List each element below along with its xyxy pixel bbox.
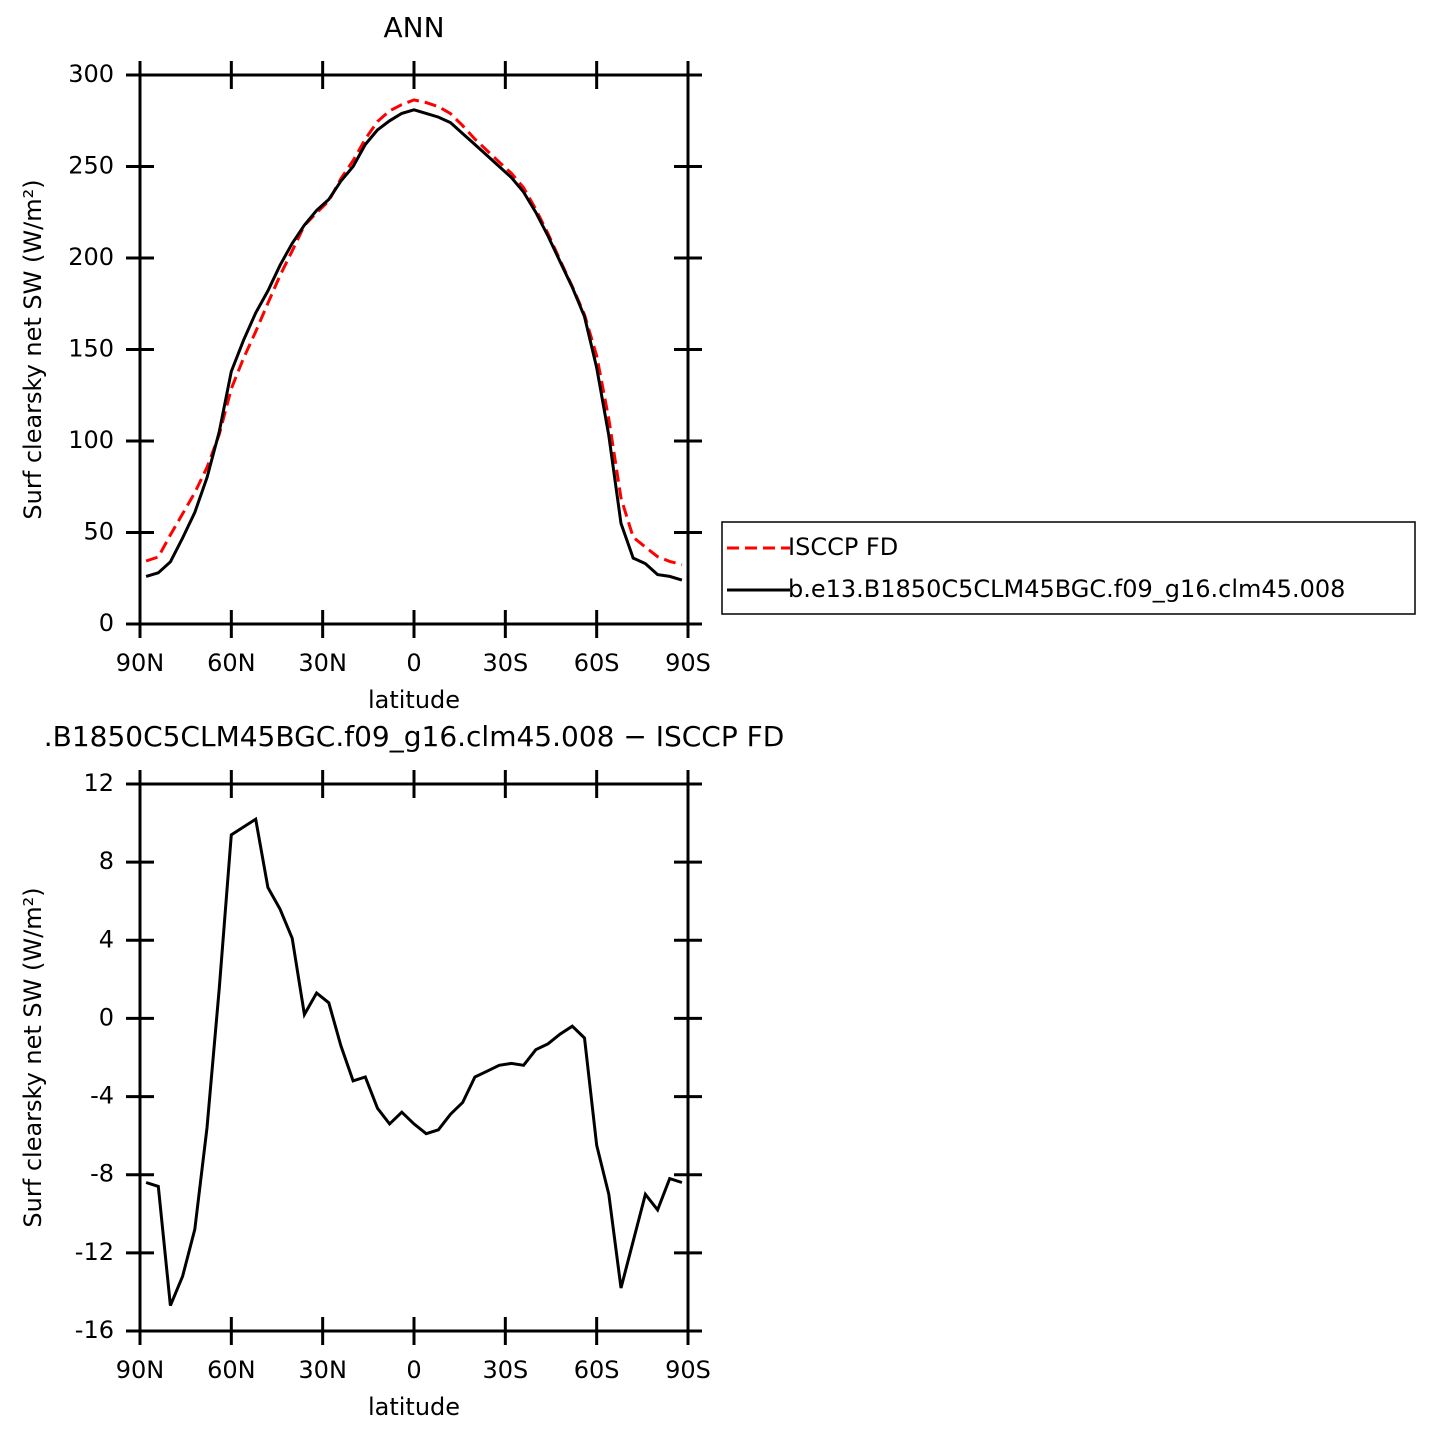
y-tick-label: 8: [99, 847, 114, 875]
legend-label: b.e13.B1850C5CLM45BGC.f09_g16.clm45.008: [788, 575, 1345, 603]
series-line: [145, 816, 683, 1307]
y-tick-label: -16: [75, 1316, 114, 1344]
x-tick-label: 30N: [298, 649, 347, 677]
y-tick-label: 100: [68, 426, 114, 454]
legend-label: ISCCP FD: [788, 533, 898, 561]
y-tick-label: -12: [75, 1238, 114, 1266]
plot-frame: [138, 782, 690, 1333]
x-tick-label: 60N: [207, 1356, 256, 1384]
x-tick-label: 60N: [207, 649, 256, 677]
x-tick-label: 90N: [116, 1356, 165, 1384]
y-tick-label: 250: [68, 152, 114, 180]
series-line: [145, 98, 683, 567]
y-tick-label: 150: [68, 335, 114, 363]
x-tick-label: 30N: [298, 1356, 347, 1384]
x-tick-label: 90S: [665, 1356, 711, 1384]
y-axis-label: Surf clearsky net SW (W/m²): [19, 887, 47, 1227]
x-tick-label: 90N: [116, 649, 165, 677]
x-tick-label: 90S: [665, 649, 711, 677]
chart-title: ANN: [383, 11, 444, 44]
y-tick-label: 0: [99, 609, 114, 637]
chart-title: .B1850C5CLM45BGC.f09_g16.clm45.008 − ISC…: [44, 720, 785, 753]
y-tick-label: 4: [99, 925, 114, 953]
series-line: [145, 108, 683, 582]
y-tick-label: -4: [90, 1082, 114, 1110]
y-tick-label: -8: [90, 1160, 114, 1188]
x-tick-label: 0: [406, 649, 421, 677]
x-tick-label: 60S: [574, 1356, 620, 1384]
x-tick-label: 60S: [574, 649, 620, 677]
x-axis-label: latitude: [368, 686, 460, 714]
y-tick-label: 0: [99, 1003, 114, 1031]
legend-box: [721, 521, 1416, 615]
y-tick-label: 50: [83, 518, 114, 546]
plot-frame: [138, 73, 690, 626]
y-tick-label: 200: [68, 243, 114, 271]
y-axis-label: Surf clearsky net SW (W/m²): [19, 179, 47, 519]
x-tick-label: 0: [406, 1356, 421, 1384]
x-tick-label: 30S: [482, 1356, 528, 1384]
y-tick-label: 12: [83, 769, 114, 797]
x-tick-label: 30S: [482, 649, 528, 677]
x-axis-label: latitude: [368, 1393, 460, 1421]
y-tick-label: 300: [68, 60, 114, 88]
